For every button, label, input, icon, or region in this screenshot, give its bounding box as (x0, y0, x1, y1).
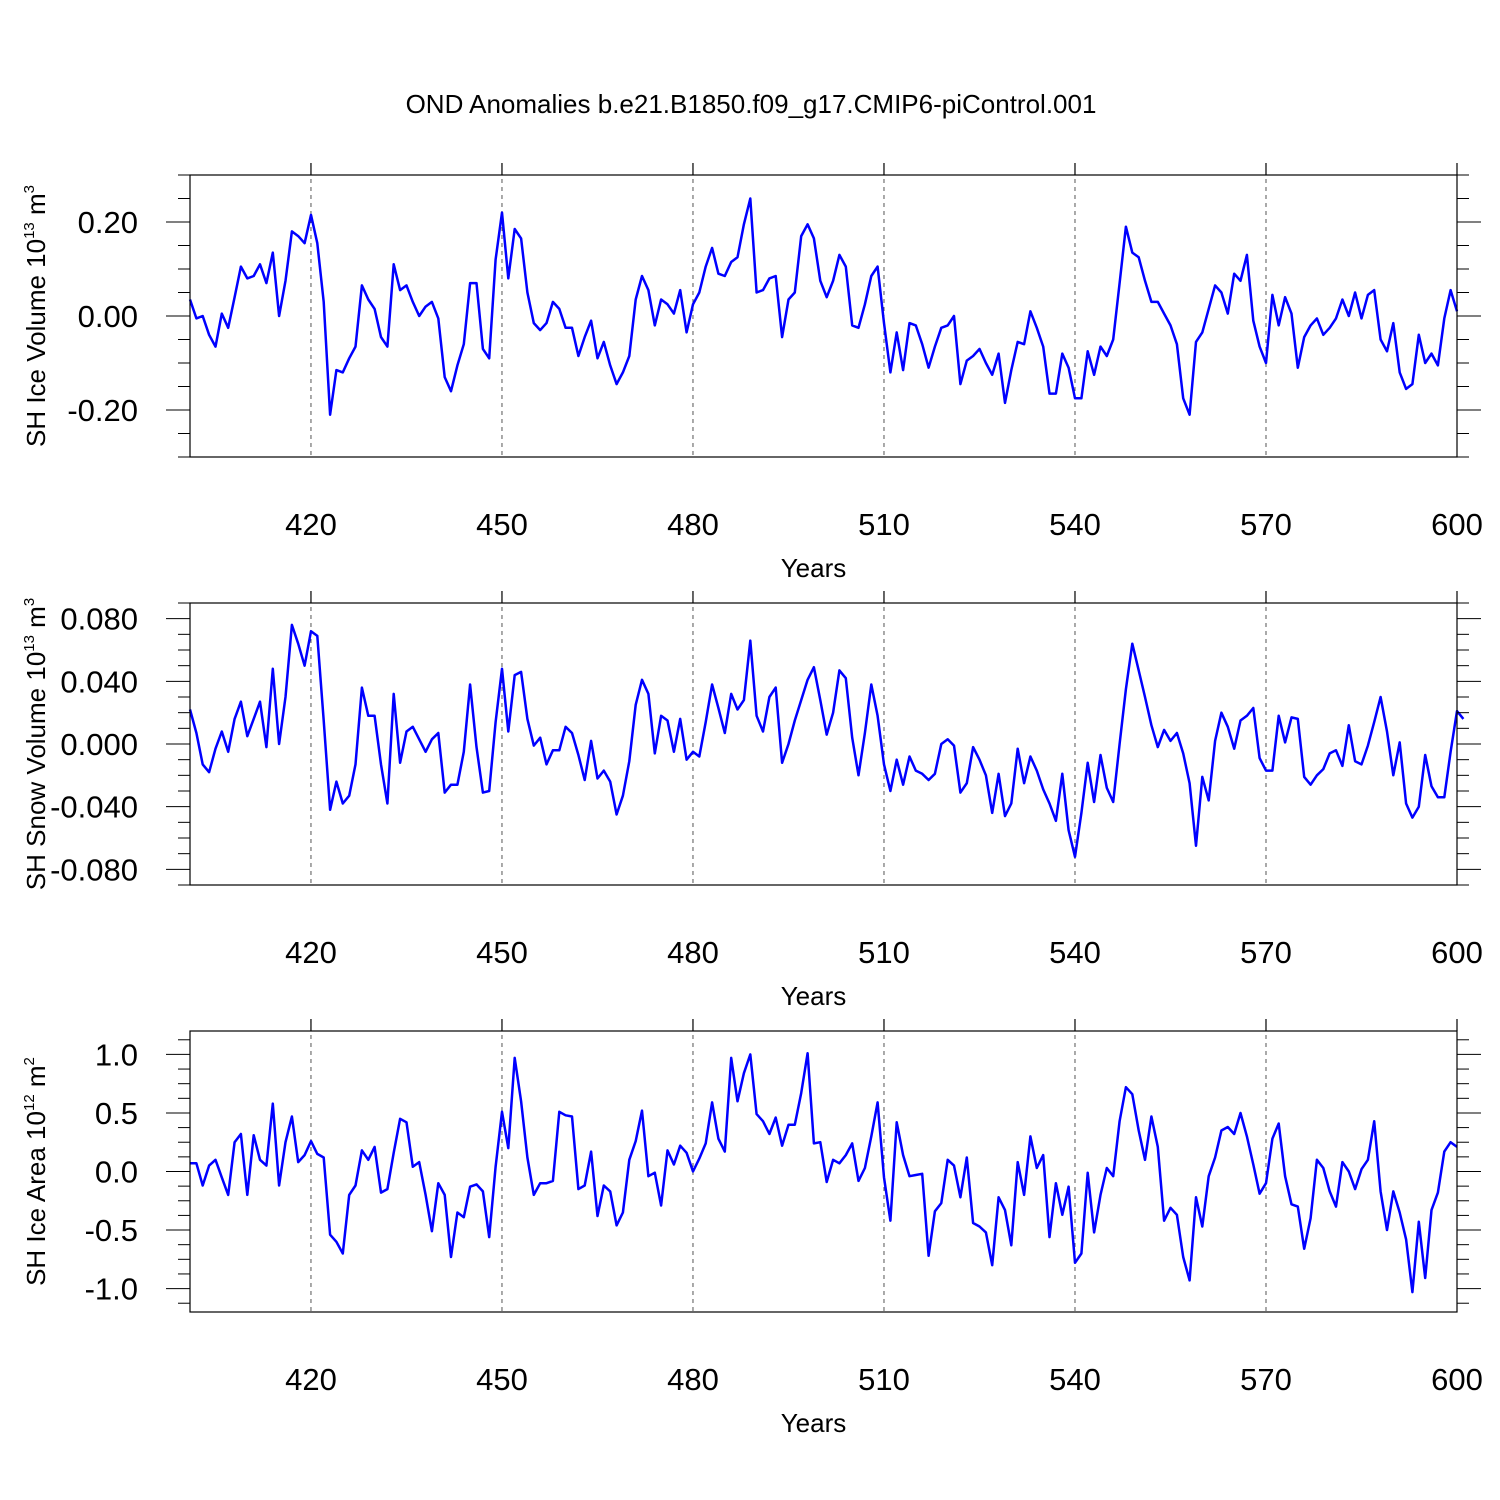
y-tick-label: -0.5 (85, 1213, 138, 1248)
y-tick-label: 1.0 (95, 1037, 138, 1072)
x-tick-label: 450 (476, 507, 528, 542)
y-axis-title-part: 2 (21, 1057, 38, 1065)
x-tick-label: 510 (858, 935, 910, 970)
x-tick-label: 600 (1431, 507, 1483, 542)
y-axis-title-part: m (21, 606, 51, 635)
y-tick-label: -0.20 (67, 393, 138, 428)
x-axis-title: Years (781, 553, 847, 583)
x-tick-label: 570 (1240, 935, 1292, 970)
y-tick-label: -0.040 (50, 790, 138, 825)
x-tick-label: 480 (667, 1362, 719, 1397)
x-axis-title: Years (781, 1408, 847, 1438)
panel-ice-area: 420 450 480 510 540 570 600 -1.0 -0.5 0.0 0.5 1.0 Ye… (21, 1019, 1483, 1438)
y-tick-label: 0.00 (78, 299, 138, 334)
series-line (188, 197, 1459, 416)
x-tick-label: 420 (285, 1362, 337, 1397)
y-tick-label: -1.0 (85, 1272, 138, 1307)
y-tick-label: 0.0 (95, 1155, 138, 1190)
x-tick-label: 600 (1431, 1362, 1483, 1397)
y-tick-label: 0.20 (78, 205, 138, 240)
x-tick-label: 420 (285, 935, 337, 970)
y-tick-label: -0.080 (50, 852, 138, 887)
y-axis-title-part: SH Ice Volume 10 (21, 239, 51, 447)
y-axis-title-part: 13 (21, 635, 38, 652)
x-tick-label: 540 (1049, 935, 1101, 970)
x-tick-label: 480 (667, 935, 719, 970)
panel-snow-volume: 420 450 480 510 540 570 600 -0.080 -0.040 0.000 0.… (21, 591, 1483, 1011)
y-axis-title-part: m (21, 193, 51, 222)
x-tick-label: 450 (476, 1362, 528, 1397)
y-axis-title-part: 3 (21, 185, 38, 193)
x-tick-label: 600 (1431, 935, 1483, 970)
y-axis-title-part: 12 (21, 1094, 38, 1111)
x-tick-label: 420 (285, 507, 337, 542)
x-tick-label: 570 (1240, 507, 1292, 542)
y-axis-title-part: SH Snow Volume 10 (21, 652, 51, 890)
y-axis-title-part: m (21, 1065, 51, 1094)
x-axis-title: Years (781, 981, 847, 1011)
y-tick-label: 0.040 (60, 664, 138, 699)
y-axis-title-part: 13 (21, 222, 38, 239)
y-axis-title: SH Ice Area 1012 m2 (21, 1057, 51, 1286)
y-tick-label: 0.5 (95, 1096, 138, 1131)
y-tick-label: 0.080 (60, 602, 138, 637)
panel-ice-volume: 420 450 480 510 540 570 600 -0.20 0.00 0.20 Years S… (21, 163, 1483, 583)
y-tick-label: 0.000 (60, 727, 138, 762)
x-tick-label: 540 (1049, 1362, 1101, 1397)
series-line (188, 623, 1465, 859)
x-tick-label: 450 (476, 935, 528, 970)
x-tick-label: 540 (1049, 507, 1101, 542)
plot-frame (189, 174, 1458, 458)
figure-title: OND Anomalies b.e21.B1850.f09_g17.CMIP6-… (406, 89, 1097, 119)
y-axis-title-part: SH Ice Area 10 (21, 1111, 51, 1286)
plot-frame (189, 602, 1458, 886)
x-tick-label: 510 (858, 507, 910, 542)
y-axis-title: SH Snow Volume 1013 m3 (21, 598, 51, 890)
x-tick-label: 510 (858, 1362, 910, 1397)
series-line (190, 1051, 1458, 1294)
x-tick-label: 480 (667, 507, 719, 542)
x-tick-label: 570 (1240, 1362, 1292, 1397)
y-axis-title-part: 3 (21, 598, 38, 606)
y-axis-title: SH Ice Volume 1013 m3 (21, 185, 51, 447)
